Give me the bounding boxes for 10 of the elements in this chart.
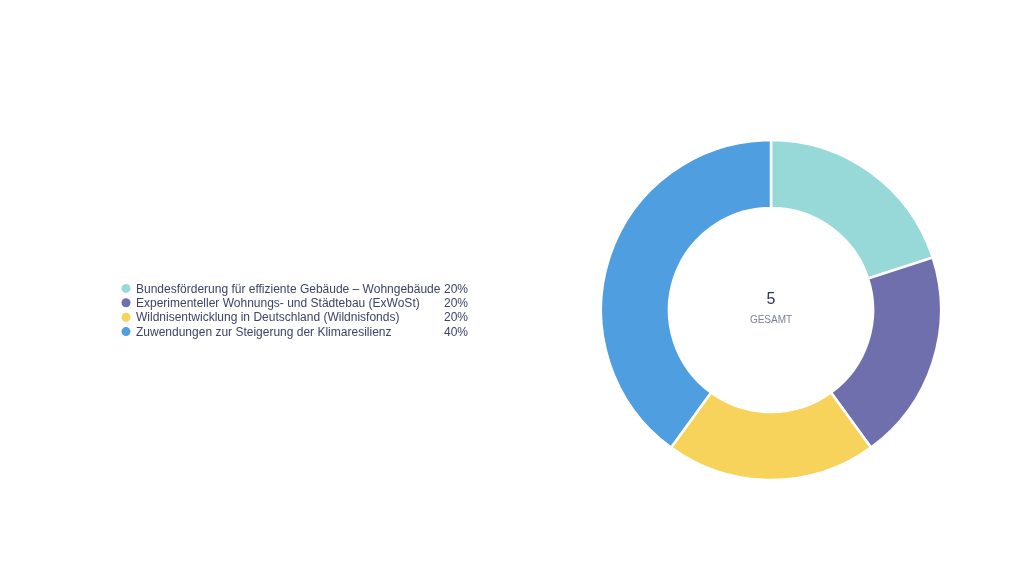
data-label: 20% bbox=[443, 296, 469, 310]
text: 5 bbox=[766, 290, 776, 307]
text: GESAMT bbox=[749, 314, 793, 325]
legend-label: Wildnisentwicklung in Deutschland (Wildnisfonds) bbox=[136, 310, 400, 325]
legend-label: Zuwendungen zur Steigerung der Klimaresilienz bbox=[136, 324, 392, 339]
data-label: 40% bbox=[443, 324, 469, 339]
legend-label: Bundesförderung für effiziente Gebäude – Wohngebäude bbox=[136, 281, 441, 296]
legend-label: Experimenteller Wohnungs- und Städtebau (ExWoSt) bbox=[136, 296, 420, 310]
data-label: 20% bbox=[443, 281, 469, 296]
data-label: 20% bbox=[443, 310, 469, 325]
